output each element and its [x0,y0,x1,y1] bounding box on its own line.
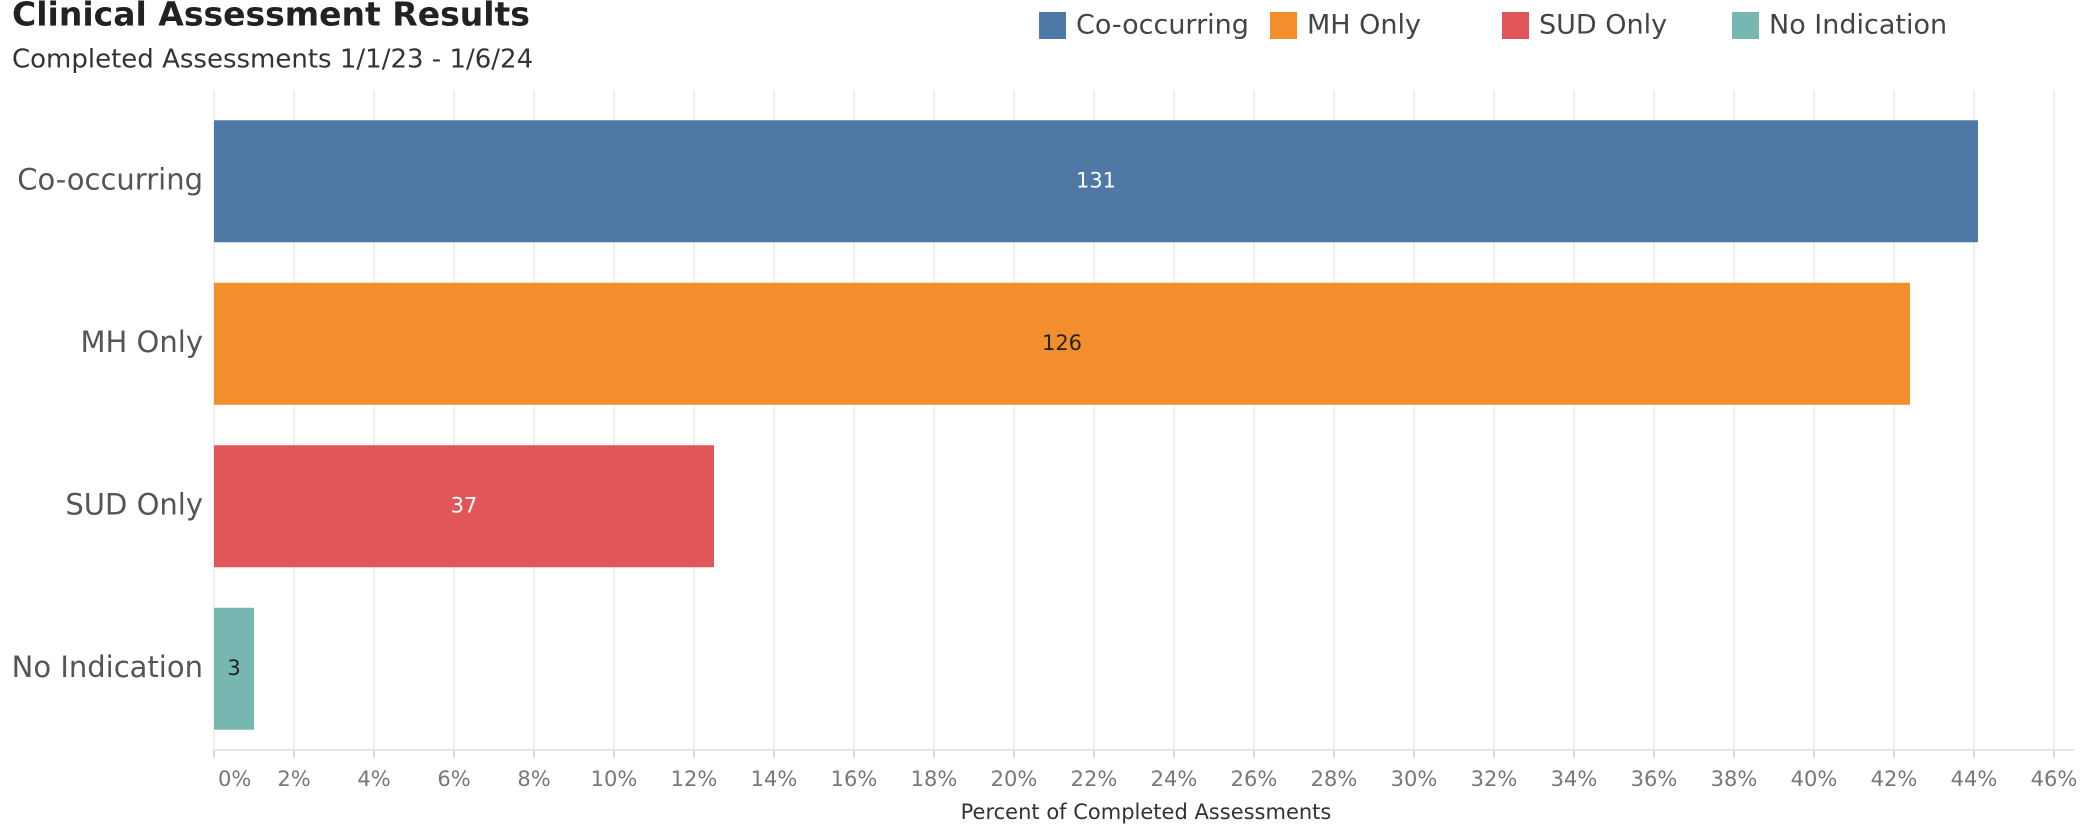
y-tick-label: SUD Only [65,487,203,521]
chart-subtitle: Completed Assessments 1/1/23 - 1/6/24 [12,45,533,75]
chart-title: Clinical Assessment Results [12,0,530,34]
x-tick-label: 10% [591,767,638,791]
bar [214,120,1978,243]
legend-label: No Indication [1769,10,1947,41]
x-tick-label: 14% [751,767,798,791]
x-tick-label: 18% [911,767,958,791]
x-tick-label: 6% [437,767,470,791]
x-tick-label: 30% [1391,767,1438,791]
x-tick-label: 26% [1231,767,1278,791]
bar [214,445,714,568]
bar-label: 126 [1042,331,1082,355]
x-tick-label: 36% [1631,767,1678,791]
bar-label: 37 [451,493,478,517]
y-tick-label: Co-occurring [17,162,203,196]
bar [214,282,1910,405]
legend-label: Co-occurring [1076,10,1249,41]
x-tick-label: 44% [1951,767,1998,791]
x-tick-label: 2% [277,767,310,791]
y-tick-label: MH Only [81,325,203,359]
x-tick-label: 46% [2031,767,2078,791]
x-tick-label: 42% [1871,767,1918,791]
legend-swatch [1732,12,1759,39]
x-tick-label: 12% [671,767,718,791]
x-tick-label: 32% [1471,767,1518,791]
x-tick-label: 24% [1151,767,1198,791]
legend-swatch [1502,12,1529,39]
y-tick-label: No Indication [12,650,203,684]
bar-label: 131 [1076,168,1116,192]
x-tick-label: 40% [1791,767,1838,791]
x-tick-label: 0% [218,767,251,791]
x-tick-label: 38% [1711,767,1758,791]
x-tick-label: 22% [1071,767,1118,791]
legend-label: SUD Only [1539,10,1667,41]
x-tick-label: 20% [991,767,1038,791]
x-tick-label: 4% [357,767,390,791]
x-tick-label: 28% [1311,767,1358,791]
legend-swatch [1270,12,1297,39]
x-axis-title: Percent of Completed Assessments [961,800,1332,824]
bar [214,607,254,730]
bar-label: 3 [227,656,240,680]
x-tick-label: 8% [517,767,550,791]
legend-label: MH Only [1307,10,1421,41]
legend-swatch [1039,12,1066,39]
x-tick-label: 16% [831,767,878,791]
x-tick-label: 34% [1551,767,1598,791]
